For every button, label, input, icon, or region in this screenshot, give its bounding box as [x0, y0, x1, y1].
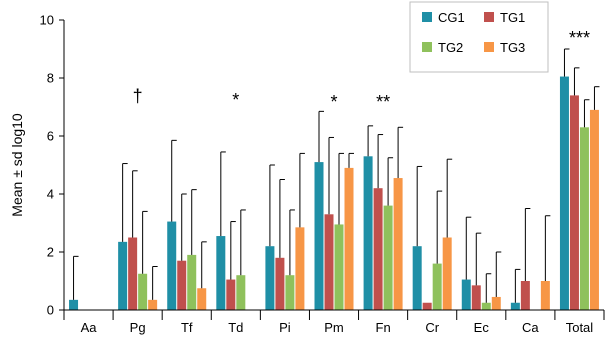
bar-cg1-ec — [461, 279, 471, 310]
bars — [69, 76, 599, 311]
bar-cg1-td — [216, 236, 226, 310]
legend-box — [409, 1, 549, 73]
bar-cg1-total — [559, 76, 569, 310]
y-tick-label: 6 — [47, 129, 54, 144]
x-category-label: Fn — [376, 320, 391, 335]
bar-tg1-cr — [422, 302, 432, 310]
bar-tg2-pi — [285, 275, 295, 310]
legend-label-tg2: TG2 — [438, 40, 463, 55]
x-category-label: Aa — [81, 320, 98, 335]
bar-tg1-ca — [520, 281, 530, 310]
bar-tg2-fn — [383, 205, 393, 310]
y-tick-label: 10 — [40, 13, 54, 28]
bar-cg1-aa — [69, 299, 79, 310]
y-axis: 0 2 4 6 8 10 — [40, 13, 65, 318]
x-category-label: Ec — [474, 320, 490, 335]
error-bars — [73, 48, 600, 303]
bar-tg1-ec — [471, 285, 481, 310]
x-category-label: Pg — [130, 320, 146, 335]
bar-cg1-pi — [265, 246, 275, 310]
bar-tg2-td — [236, 275, 246, 310]
bar-cg1-pg — [118, 241, 128, 310]
bar-tg3-ec — [491, 296, 501, 310]
bar-tg1-pm — [324, 214, 334, 310]
bar-tg3-ca — [540, 281, 550, 310]
bar-tg3-tf — [197, 288, 207, 310]
bar-tg1-total — [569, 95, 579, 311]
bar-tg2-pg — [138, 273, 148, 310]
x-category-label: Ca — [522, 320, 539, 335]
x-category-label: Tf — [181, 320, 193, 335]
significance-annotations: † * * ***** — [133, 28, 590, 112]
bar-tg1-pi — [275, 257, 285, 310]
bar-tg1-fn — [373, 188, 383, 310]
legend-label-cg1: CG1 — [438, 10, 465, 25]
bar-tg3-pg — [148, 299, 158, 310]
bar-tg2-pm — [334, 224, 344, 310]
legend-swatch-tg2 — [422, 42, 432, 52]
x-axis: Aa Pg Tf Td Pi Pm Fn Cr Ec Ca Total — [63, 309, 605, 335]
legend: CG1 TG1 TG2 TG3 — [409, 1, 549, 73]
significance-label: ** — [376, 92, 390, 112]
bar-tg1-td — [226, 279, 236, 310]
bar-tg3-pi — [295, 227, 305, 310]
legend-swatch-tg1 — [484, 12, 494, 22]
x-category-label: Td — [228, 320, 243, 335]
significance-label: *** — [569, 28, 590, 48]
bar-tg3-total — [589, 109, 599, 311]
y-tick-label: 0 — [47, 303, 54, 318]
legend-swatch-cg1 — [422, 12, 432, 22]
significance-label: * — [330, 92, 337, 112]
bar-tg3-pm — [344, 167, 354, 310]
x-category-label: Cr — [425, 320, 439, 335]
bar-tg1-pg — [128, 237, 138, 310]
bar-tg3-fn — [393, 178, 403, 310]
significance-label: † — [133, 86, 143, 106]
bar-tg1-tf — [177, 260, 187, 310]
bar-cg1-fn — [363, 156, 373, 310]
legend-label-tg1: TG1 — [500, 10, 525, 25]
bar-tg3-cr — [442, 237, 452, 310]
x-category-label: Total — [566, 320, 594, 335]
y-tick-label: 4 — [47, 187, 54, 202]
bar-cg1-cr — [412, 246, 422, 310]
y-tick-label: 2 — [47, 245, 54, 260]
significance-label: * — [232, 90, 239, 110]
bar-cg1-tf — [167, 221, 177, 310]
x-category-label: Pi — [279, 320, 291, 335]
y-tick-label: 8 — [47, 71, 54, 86]
bar-tg2-total — [579, 127, 589, 310]
legend-label-tg3: TG3 — [500, 40, 525, 55]
bar-cg1-ca — [510, 302, 520, 310]
bar-tg2-tf — [187, 254, 197, 310]
bar-tg2-cr — [432, 263, 442, 310]
legend-swatch-tg3 — [484, 42, 494, 52]
y-axis-title: Mean ± sd log10 — [9, 113, 25, 217]
bar-tg2-ec — [481, 302, 491, 310]
bar-cg1-pm — [314, 162, 324, 310]
x-category-label: Pm — [324, 320, 344, 335]
